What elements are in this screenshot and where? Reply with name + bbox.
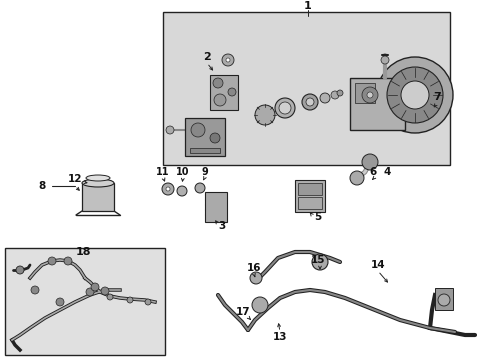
Circle shape xyxy=(209,133,220,143)
Text: 7: 7 xyxy=(432,92,440,102)
Text: 1: 1 xyxy=(304,1,311,11)
Text: 10: 10 xyxy=(176,167,189,177)
Bar xyxy=(5,248,164,355)
Text: 4: 4 xyxy=(383,167,390,177)
Circle shape xyxy=(101,287,109,295)
Circle shape xyxy=(165,126,174,134)
Circle shape xyxy=(195,183,204,193)
Bar xyxy=(297,197,321,209)
Circle shape xyxy=(225,58,229,62)
Bar xyxy=(294,180,325,212)
Ellipse shape xyxy=(82,179,114,187)
Circle shape xyxy=(145,299,151,305)
Circle shape xyxy=(361,154,377,170)
Ellipse shape xyxy=(86,175,110,181)
Bar xyxy=(297,183,321,195)
Circle shape xyxy=(227,88,236,96)
Circle shape xyxy=(305,98,313,106)
Text: 15: 15 xyxy=(310,255,325,265)
Bar xyxy=(82,183,114,211)
Text: 11: 11 xyxy=(156,167,169,177)
Text: 3: 3 xyxy=(218,221,225,231)
Bar xyxy=(354,83,374,103)
Circle shape xyxy=(249,272,262,284)
Circle shape xyxy=(400,81,428,109)
Circle shape xyxy=(191,123,204,137)
Bar xyxy=(190,148,220,153)
Circle shape xyxy=(16,266,24,274)
Circle shape xyxy=(177,186,186,196)
Circle shape xyxy=(31,286,39,294)
Bar xyxy=(349,78,404,130)
Text: 5: 5 xyxy=(314,212,321,222)
Circle shape xyxy=(64,257,72,265)
Text: 6: 6 xyxy=(368,167,376,177)
Text: 9: 9 xyxy=(201,167,208,177)
Circle shape xyxy=(330,91,338,99)
Text: 2: 2 xyxy=(203,52,210,62)
Text: 13: 13 xyxy=(272,332,286,342)
Circle shape xyxy=(127,297,133,303)
Circle shape xyxy=(386,67,442,123)
Circle shape xyxy=(86,288,94,296)
Bar xyxy=(209,75,238,110)
Circle shape xyxy=(349,171,363,185)
Bar xyxy=(163,12,449,165)
Bar xyxy=(204,192,226,222)
Circle shape xyxy=(437,294,449,306)
Circle shape xyxy=(366,92,372,98)
Circle shape xyxy=(319,93,329,103)
Text: 18: 18 xyxy=(75,247,91,257)
Bar xyxy=(434,288,452,310)
Circle shape xyxy=(361,87,377,103)
Bar xyxy=(184,118,224,156)
Circle shape xyxy=(107,294,113,300)
Text: 14: 14 xyxy=(370,260,385,270)
Circle shape xyxy=(311,254,327,270)
Circle shape xyxy=(214,94,225,106)
Circle shape xyxy=(213,78,223,88)
Circle shape xyxy=(380,56,388,64)
Circle shape xyxy=(91,283,99,291)
Circle shape xyxy=(222,54,234,66)
Circle shape xyxy=(162,183,174,195)
Circle shape xyxy=(56,298,64,306)
Circle shape xyxy=(165,187,170,191)
Circle shape xyxy=(336,90,342,96)
Text: 12: 12 xyxy=(68,174,82,184)
Text: 16: 16 xyxy=(246,263,261,273)
Circle shape xyxy=(254,105,274,125)
Circle shape xyxy=(48,257,56,265)
Circle shape xyxy=(376,57,452,133)
Circle shape xyxy=(251,297,267,313)
Circle shape xyxy=(279,102,290,114)
Circle shape xyxy=(302,94,317,110)
Circle shape xyxy=(274,98,294,118)
Text: 8: 8 xyxy=(38,181,45,191)
Text: 17: 17 xyxy=(235,307,250,317)
